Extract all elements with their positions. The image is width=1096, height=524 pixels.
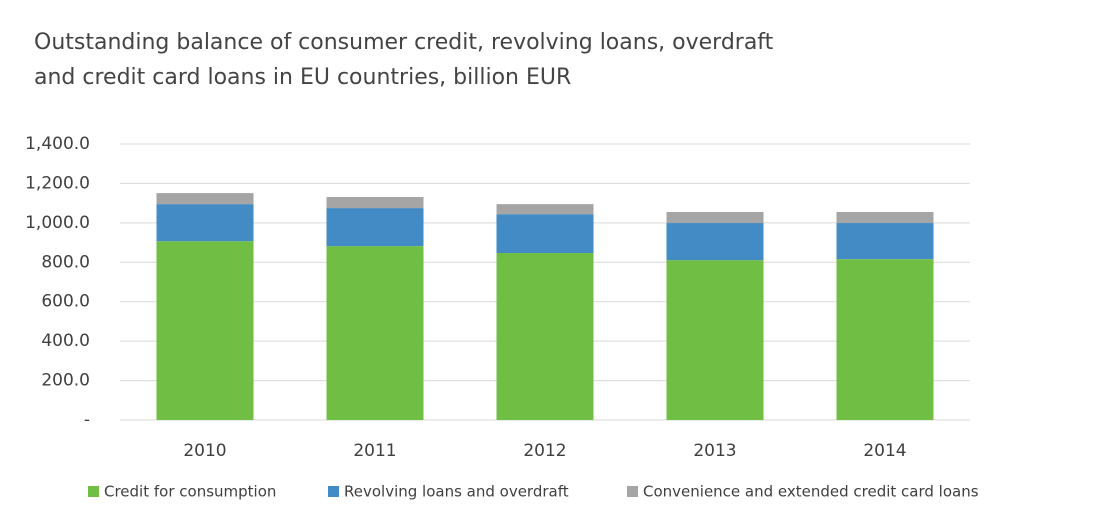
- x-tick-label: 2013: [693, 441, 736, 461]
- y-tick-label: -: [84, 410, 90, 430]
- bar-segment: [836, 223, 934, 260]
- x-tick-label: 2011: [353, 441, 396, 461]
- x-tick-label: 2010: [183, 441, 226, 461]
- bar-segment: [326, 197, 424, 209]
- y-tick-label: 800.0: [41, 252, 90, 272]
- bar-segment: [156, 193, 254, 205]
- bar-segment: [496, 253, 594, 420]
- chart-title: Outstanding balance of consumer credit, …: [34, 30, 774, 55]
- legend-swatch: [328, 486, 339, 497]
- x-tick-label: 2014: [863, 441, 906, 461]
- chart-title: and credit card loans in EU countries, b…: [34, 65, 571, 90]
- bar-segment: [326, 246, 424, 420]
- legend-swatch: [88, 486, 99, 497]
- bar-segment: [836, 212, 934, 224]
- legend-label: Credit for consumption: [104, 483, 276, 501]
- bar-segment: [666, 260, 764, 420]
- bar-segment: [666, 223, 764, 261]
- y-tick-label: 400.0: [41, 331, 90, 351]
- bar-segment: [156, 241, 254, 420]
- bar-segment: [666, 212, 764, 224]
- bar-segment: [836, 259, 934, 420]
- y-tick-label: 200.0: [41, 371, 90, 391]
- legend-label: Revolving loans and overdraft: [344, 483, 569, 501]
- legend-label: Convenience and extended credit card loa…: [643, 483, 979, 501]
- y-tick-label: 1,000.0: [25, 213, 90, 233]
- legend-swatch: [627, 486, 638, 497]
- bar-segment: [326, 208, 424, 247]
- y-tick-label: 1,200.0: [25, 173, 90, 193]
- bar-segment: [156, 204, 254, 242]
- y-tick-label: 600.0: [41, 292, 90, 312]
- x-tick-label: 2012: [523, 441, 566, 461]
- bar-segment: [496, 204, 594, 215]
- y-tick-label: 1,400.0: [25, 134, 90, 154]
- bar-segment: [496, 214, 594, 254]
